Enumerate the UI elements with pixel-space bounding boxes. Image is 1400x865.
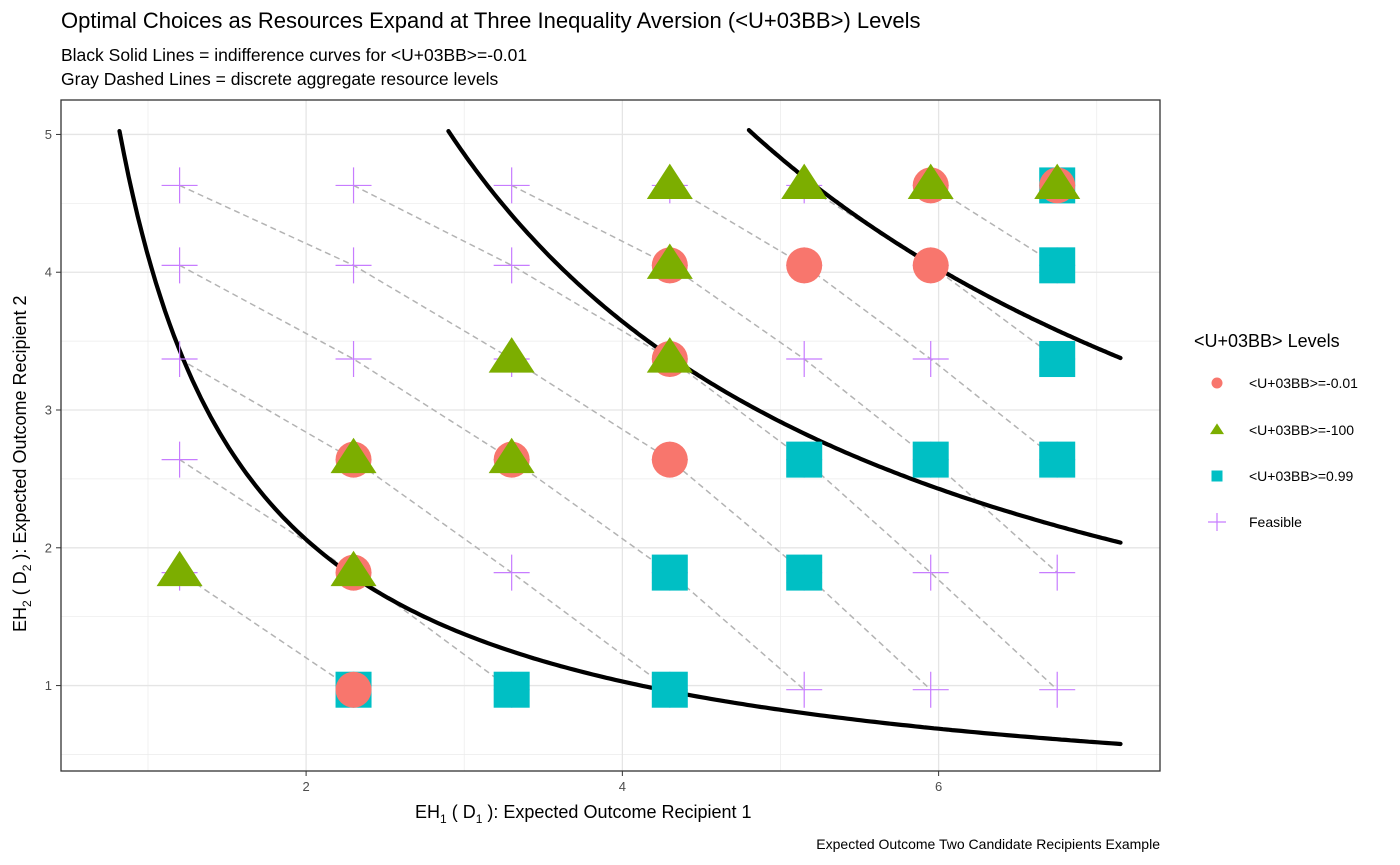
legend-key-square bbox=[1211, 470, 1223, 482]
legend-title: <U+03BB> Levels bbox=[1194, 331, 1340, 351]
point-lambda-neg001 bbox=[651, 441, 688, 478]
feasible-point bbox=[161, 167, 198, 204]
point-lambda-099 bbox=[786, 554, 823, 591]
chart-subtitle-line1: Black Solid Lines = indifference curves … bbox=[61, 45, 528, 65]
y-axis-title-main: EH bbox=[10, 607, 30, 632]
feasible-point bbox=[493, 247, 530, 284]
point-lambda-neg100 bbox=[330, 550, 377, 587]
point-lambda-099 bbox=[1039, 341, 1076, 378]
x-axis-title-mid: ( D bbox=[447, 802, 476, 822]
optimal-choice-markers bbox=[156, 163, 1081, 708]
axis-ticks: 2 4 6 1 2 3 4 5 bbox=[45, 127, 942, 794]
point-lambda-099 bbox=[1039, 247, 1076, 284]
feasible-point bbox=[786, 671, 823, 708]
point-lambda-099 bbox=[651, 554, 688, 591]
point-lambda-neg100 bbox=[646, 243, 693, 279]
point-lambda-neg100 bbox=[781, 163, 828, 199]
budget-line bbox=[669, 184, 1058, 461]
feasible-point bbox=[493, 554, 530, 591]
feasible-point bbox=[161, 247, 198, 284]
x-axis-title: EH1 ( D1 ): Expected Outcome Recipient 1 bbox=[415, 802, 752, 826]
point-lambda-neg100 bbox=[646, 163, 693, 199]
y-axis-title-tail: ): Expected Outcome Recipient 2 bbox=[10, 295, 30, 564]
chart-caption: Expected Outcome Two Candidate Recipient… bbox=[816, 836, 1160, 852]
point-lambda-neg100 bbox=[156, 550, 203, 587]
feasible-point bbox=[161, 441, 198, 478]
legend-key-circle bbox=[1211, 377, 1223, 389]
legend-key-plus bbox=[1208, 513, 1226, 531]
indifference-curve bbox=[446, 129, 1123, 545]
y-tick-label: 2 bbox=[45, 540, 52, 555]
y-tick-label: 3 bbox=[45, 403, 52, 418]
point-lambda-099 bbox=[493, 671, 530, 708]
budget-line bbox=[353, 184, 1058, 691]
feasible-point bbox=[912, 554, 949, 591]
legend-label: <U+03BB>=-100 bbox=[1249, 422, 1354, 438]
y-axis-title: EH2 ( D2 ): Expected Outcome Recipient 2 bbox=[10, 295, 34, 632]
legend-key-triangle bbox=[1210, 423, 1224, 435]
feasible-point bbox=[1039, 554, 1076, 591]
x-tick-label: 4 bbox=[619, 779, 626, 794]
indifference-curves bbox=[117, 128, 1123, 747]
feasible-point bbox=[912, 341, 949, 378]
legend-label: <U+03BB>=-0.01 bbox=[1249, 375, 1358, 391]
x-axis-title-main: EH bbox=[415, 802, 440, 822]
point-lambda-099 bbox=[786, 441, 823, 478]
point-lambda-neg100 bbox=[1034, 163, 1081, 199]
point-lambda-099 bbox=[912, 441, 949, 478]
budget-line bbox=[511, 184, 1058, 574]
grid-lines bbox=[61, 100, 1160, 771]
plot-panel-border bbox=[60, 99, 1161, 772]
budget-line bbox=[179, 264, 805, 691]
x-axis-title-sub1: 1 bbox=[440, 812, 447, 826]
point-lambda-neg001 bbox=[912, 247, 949, 284]
feasible-point bbox=[786, 341, 823, 378]
x-axis-title-tail: ): Expected Outcome Recipient 1 bbox=[482, 802, 751, 822]
x-tick-label: 2 bbox=[302, 779, 309, 794]
point-lambda-099 bbox=[1039, 441, 1076, 478]
feasible-point bbox=[1039, 671, 1076, 708]
indifference-curve bbox=[117, 129, 1123, 747]
y-tick-label: 4 bbox=[45, 265, 52, 280]
point-lambda-neg100 bbox=[907, 163, 954, 199]
chart-subtitle-line2: Gray Dashed Lines = discrete aggregate r… bbox=[61, 69, 499, 89]
legend-label: Feasible bbox=[1249, 514, 1302, 530]
point-lambda-neg100 bbox=[488, 337, 535, 373]
point-lambda-neg100 bbox=[646, 337, 693, 373]
x-tick-label: 6 bbox=[935, 779, 942, 794]
feasible-point bbox=[161, 341, 198, 378]
y-axis-title-mid: ( D bbox=[10, 571, 30, 600]
feasible-point bbox=[493, 167, 530, 204]
budget-line bbox=[179, 358, 671, 691]
legend-label: <U+03BB>=0.99 bbox=[1249, 468, 1354, 484]
y-tick-label: 1 bbox=[45, 678, 52, 693]
feasible-point bbox=[335, 247, 372, 284]
point-lambda-neg001 bbox=[335, 671, 372, 708]
feasible-point bbox=[335, 341, 372, 378]
legend: <U+03BB> Levels <U+03BB>=-0.01 <U+03BB>=-… bbox=[1194, 331, 1358, 531]
y-axis-title-sub1: 2 bbox=[20, 600, 34, 607]
budget-line bbox=[179, 571, 354, 691]
budget-line bbox=[803, 184, 1058, 360]
y-axis-title-sub2: 2 bbox=[20, 564, 34, 571]
feasible-point bbox=[912, 671, 949, 708]
point-lambda-neg100 bbox=[330, 437, 377, 474]
y-tick-label: 5 bbox=[45, 127, 52, 142]
x-axis-title-sub2: 1 bbox=[476, 812, 483, 826]
feasible-point bbox=[335, 167, 372, 204]
point-lambda-neg100 bbox=[488, 437, 535, 474]
point-lambda-099 bbox=[651, 671, 688, 708]
chart-title: Optimal Choices as Resources Expand at T… bbox=[61, 8, 921, 33]
point-lambda-neg001 bbox=[786, 247, 823, 284]
